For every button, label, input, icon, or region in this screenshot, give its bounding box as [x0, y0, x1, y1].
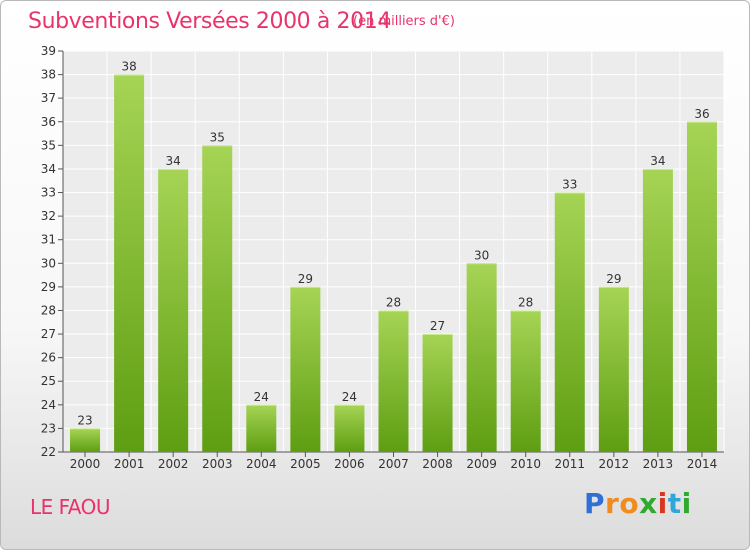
- x-tick-label: 2000: [70, 457, 101, 471]
- x-tick-label: 2012: [599, 457, 630, 471]
- y-tick-label: 28: [41, 303, 56, 317]
- data-label: 23: [77, 413, 92, 427]
- x-tick-label: 2008: [422, 457, 453, 471]
- data-labels: 23 38 34 35 24 29 24 28 27 30 28 33 29 34 36: [77, 60, 709, 428]
- bar-2013: [642, 168, 673, 453]
- data-label: 34: [166, 154, 181, 168]
- x-tick-label: 2013: [643, 457, 674, 471]
- bar-2001: [114, 74, 145, 453]
- x-tick-label: 2009: [466, 457, 497, 471]
- logo-letter: o: [619, 487, 640, 520]
- x-tick-label: 2006: [334, 457, 365, 471]
- bar-2010: [510, 310, 541, 452]
- y-tick-label: 36: [41, 115, 56, 129]
- data-label: 24: [254, 390, 269, 404]
- y-tick-label: 23: [41, 421, 56, 435]
- data-label: 29: [298, 272, 313, 286]
- y-tick-label: 38: [41, 68, 56, 82]
- chart-title: Subventions Versées 2000 à 2014: [28, 9, 391, 34]
- x-tick-label: 2007: [378, 457, 409, 471]
- data-label: 36: [694, 107, 709, 121]
- logo-letter: i: [681, 487, 692, 520]
- y-tick-label: 29: [41, 280, 56, 294]
- x-tick-label: 2001: [114, 457, 145, 471]
- y-tick-label: 33: [41, 186, 56, 200]
- y-tick-label: 26: [41, 351, 56, 365]
- data-label: 38: [121, 60, 136, 74]
- y-tick-label: 37: [41, 91, 56, 105]
- bar-2008: [422, 334, 453, 452]
- proxiti-logo: Proxiti: [584, 487, 692, 520]
- bars: [70, 74, 717, 453]
- bar-2005: [290, 286, 321, 452]
- bar-2004: [246, 404, 277, 452]
- bar-2007: [378, 310, 409, 452]
- bar-2012: [598, 286, 629, 452]
- logo-letter: i: [657, 487, 668, 520]
- data-label: 29: [606, 272, 621, 286]
- bar-2000: [70, 428, 101, 452]
- data-label: 34: [650, 154, 665, 168]
- y-tick-label: 24: [41, 398, 56, 412]
- data-label: 30: [474, 248, 489, 262]
- bar-2003: [202, 145, 233, 452]
- x-tick-label: 2011: [554, 457, 585, 471]
- logo-letter: x: [639, 487, 658, 520]
- bar-2014: [686, 121, 717, 452]
- x-tick-labels: 2000 2001 2002 2003 2004 2005 2006 2007 2008 2009…: [70, 457, 717, 471]
- x-tick-label: 2002: [158, 457, 189, 471]
- place-name: LE FAOU: [30, 495, 111, 519]
- y-tick-label: 34: [41, 162, 56, 176]
- logo-letter: t: [667, 487, 682, 520]
- data-label: 27: [430, 319, 445, 333]
- y-tick-label: 39: [41, 44, 56, 58]
- y-tick-label: 25: [41, 374, 56, 388]
- data-label: 24: [342, 390, 357, 404]
- y-tick-labels: 22 23 24 25 26 27 28 29 30 31 32 33 34 35 36 37 38 39: [41, 44, 56, 459]
- y-tick-label: 32: [41, 209, 56, 223]
- x-tick-label: 2004: [246, 457, 277, 471]
- data-label: 35: [210, 130, 225, 144]
- logo-letter: P: [584, 487, 606, 520]
- y-tick-label: 31: [41, 233, 56, 247]
- bar-2006: [334, 404, 365, 452]
- y-tick-label: 22: [41, 445, 56, 459]
- x-tick-label: 2010: [510, 457, 541, 471]
- bar-2011: [554, 192, 585, 452]
- x-tick-label: 2014: [687, 457, 718, 471]
- y-tick-label: 30: [41, 256, 56, 270]
- y-tick-label: 27: [41, 327, 56, 341]
- bar-2009: [466, 263, 497, 452]
- bar-2002: [158, 168, 189, 453]
- chart-subtitle: (en milliers d'€): [353, 14, 455, 29]
- logo-letter: r: [605, 487, 620, 520]
- x-tick-label: 2005: [290, 457, 321, 471]
- x-tick-label: 2003: [202, 457, 233, 471]
- y-tick-label: 35: [41, 138, 56, 152]
- data-label: 33: [562, 178, 577, 192]
- data-label: 28: [518, 295, 533, 309]
- data-label: 28: [386, 295, 401, 309]
